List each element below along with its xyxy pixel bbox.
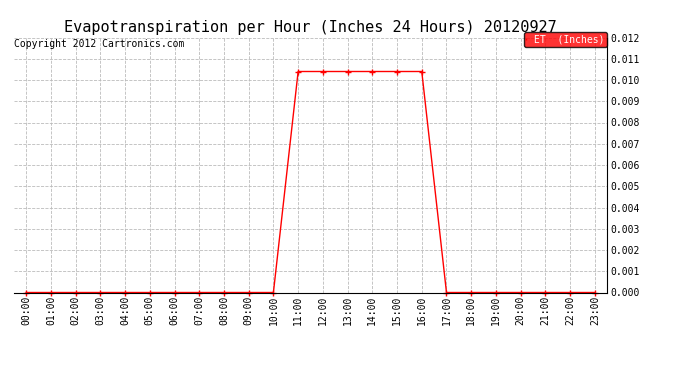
Text: Copyright 2012 Cartronics.com: Copyright 2012 Cartronics.com [14, 39, 184, 50]
Title: Evapotranspiration per Hour (Inches 24 Hours) 20120927: Evapotranspiration per Hour (Inches 24 H… [64, 20, 557, 35]
Legend: ET  (Inches): ET (Inches) [524, 32, 607, 47]
